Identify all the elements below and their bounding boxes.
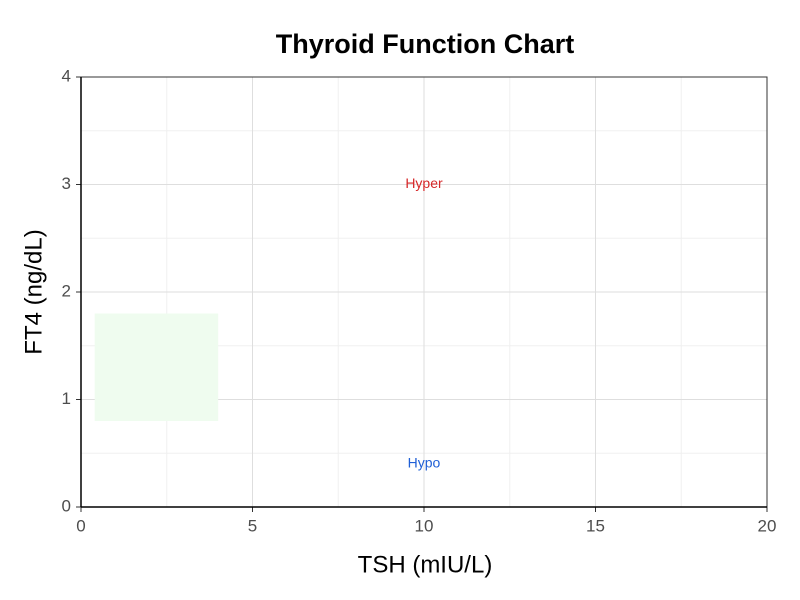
y-tick-label: 1 bbox=[62, 389, 71, 408]
y-tick-label: 4 bbox=[62, 66, 71, 85]
x-tick-label: 5 bbox=[248, 516, 257, 535]
region bbox=[94, 313, 219, 421]
y-tick-label: 2 bbox=[62, 281, 71, 300]
x-tick-label: 10 bbox=[415, 516, 434, 535]
x-tick-label: 0 bbox=[76, 516, 85, 535]
y-tick-label: 0 bbox=[62, 496, 71, 515]
x-tick-label: 20 bbox=[758, 516, 777, 535]
annotation: Hypo bbox=[408, 455, 441, 471]
annotation: Hyper bbox=[405, 175, 443, 191]
y-axis-label: FT4 (ng/dL) bbox=[20, 229, 47, 354]
chart-title: Thyroid Function Chart bbox=[276, 29, 574, 59]
x-tick-label: 15 bbox=[586, 516, 605, 535]
y-tick-label: 3 bbox=[62, 174, 71, 193]
plot-area: 0 5 10 15 20 0 1 2 3 4 Hyper Hypo bbox=[62, 66, 777, 535]
x-axis-label: TSH (mIU/L) bbox=[358, 551, 493, 578]
